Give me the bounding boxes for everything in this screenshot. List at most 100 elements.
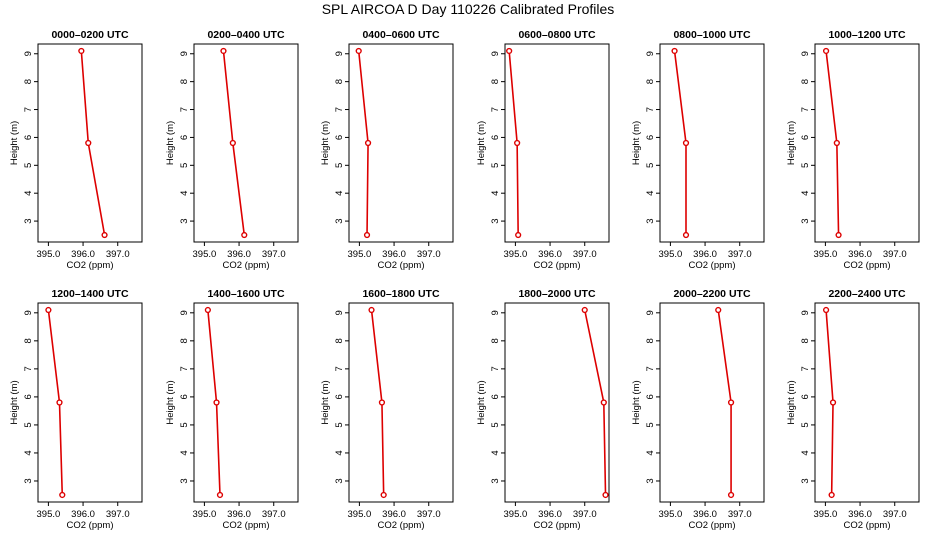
x-tick-label: 395.0 bbox=[504, 509, 528, 520]
y-tick-label: 7 bbox=[334, 366, 345, 371]
x-axis-label: CO2 (ppm) bbox=[534, 260, 581, 271]
y-tick-label: 8 bbox=[800, 338, 811, 343]
x-tick-label: 397.0 bbox=[573, 249, 597, 260]
x-tick-label: 397.0 bbox=[262, 249, 286, 260]
y-tick-label: 5 bbox=[334, 422, 345, 427]
y-tick-label: 7 bbox=[490, 107, 501, 112]
panel-title: 0600–0800 UTC bbox=[518, 29, 595, 41]
y-axis-label: Height (m) bbox=[165, 380, 176, 424]
plot-frame bbox=[348, 302, 454, 503]
x-tick-label: 397.0 bbox=[883, 509, 907, 520]
x-tick-label: 396.0 bbox=[848, 249, 872, 260]
y-tick-label: 5 bbox=[179, 163, 190, 168]
profile-point bbox=[78, 47, 85, 55]
x-axis-label: CO2 (ppm) bbox=[844, 520, 891, 531]
x-tick-label: 395.0 bbox=[37, 249, 61, 260]
profile-point bbox=[101, 231, 108, 239]
page-title: SPL AIRCOA D Day 110226 Calibrated Profi… bbox=[321, 1, 615, 17]
profile-point bbox=[506, 47, 513, 55]
plot-frame bbox=[193, 43, 299, 243]
profile-point bbox=[727, 399, 735, 406]
profile-point bbox=[216, 491, 224, 499]
profile-point bbox=[229, 139, 236, 147]
profile-point bbox=[220, 47, 227, 55]
panel-title: 1800–2000 UTC bbox=[518, 288, 595, 300]
y-tick-label: 4 bbox=[490, 450, 501, 455]
y-tick-label: 5 bbox=[800, 163, 811, 168]
y-tick-label: 3 bbox=[490, 218, 501, 223]
y-tick-label: 7 bbox=[645, 107, 656, 112]
profile-point bbox=[514, 139, 521, 147]
y-tick-label: 4 bbox=[179, 450, 190, 455]
x-axis-label: CO2 (ppm) bbox=[689, 520, 736, 531]
y-tick-label: 5 bbox=[179, 422, 190, 427]
panel-title: 0000–0200 UTC bbox=[51, 29, 128, 41]
x-axis-label: CO2 (ppm) bbox=[67, 260, 114, 271]
profile-point bbox=[364, 139, 372, 147]
y-tick-label: 4 bbox=[800, 450, 811, 455]
x-axis-label: CO2 (ppm) bbox=[844, 260, 891, 271]
profile-point bbox=[59, 491, 66, 499]
x-tick-label: 396.0 bbox=[71, 509, 95, 520]
y-tick-label: 9 bbox=[334, 310, 345, 315]
profile-point bbox=[828, 491, 835, 499]
profile-point bbox=[822, 306, 830, 314]
y-tick-label: 8 bbox=[490, 79, 501, 84]
x-tick-label: 397.0 bbox=[106, 509, 130, 520]
y-tick-label: 5 bbox=[334, 163, 345, 168]
profile-point bbox=[835, 231, 842, 239]
y-axis-label: Height (m) bbox=[320, 121, 331, 165]
y-tick-label: 4 bbox=[490, 191, 501, 196]
y-tick-label: 9 bbox=[800, 51, 811, 56]
x-tick-label: 396.0 bbox=[693, 249, 717, 260]
profile-point bbox=[204, 306, 211, 314]
x-tick-label: 396.0 bbox=[848, 509, 872, 520]
y-tick-label: 8 bbox=[645, 79, 656, 84]
profile-point bbox=[829, 399, 837, 406]
x-tick-label: 395.0 bbox=[348, 509, 372, 520]
panel-title: 1000–1200 UTC bbox=[828, 29, 905, 41]
y-tick-label: 9 bbox=[179, 310, 190, 315]
x-tick-label: 396.0 bbox=[227, 249, 251, 260]
x-tick-label: 397.0 bbox=[417, 509, 441, 520]
y-tick-label: 8 bbox=[179, 338, 190, 343]
y-tick-label: 9 bbox=[800, 310, 811, 315]
panel-title: 2000–2200 UTC bbox=[673, 288, 750, 300]
y-tick-label: 8 bbox=[800, 79, 811, 84]
y-axis-label: Height (m) bbox=[786, 380, 797, 424]
y-tick-label: 4 bbox=[179, 191, 190, 196]
y-tick-label: 6 bbox=[645, 394, 656, 399]
y-tick-label: 9 bbox=[334, 51, 345, 56]
y-tick-label: 4 bbox=[23, 450, 34, 455]
y-tick-label: 4 bbox=[334, 191, 345, 196]
y-tick-label: 3 bbox=[800, 218, 811, 223]
y-tick-label: 4 bbox=[645, 191, 656, 196]
panel-title: 0400–0600 UTC bbox=[362, 29, 439, 41]
x-axis-label: CO2 (ppm) bbox=[378, 260, 425, 271]
y-tick-label: 5 bbox=[23, 163, 34, 168]
x-tick-label: 395.0 bbox=[193, 509, 217, 520]
y-tick-label: 8 bbox=[23, 79, 34, 84]
y-tick-label: 6 bbox=[179, 135, 190, 140]
plot-frame bbox=[504, 43, 610, 243]
profile-point bbox=[368, 306, 375, 314]
x-tick-label: 395.0 bbox=[814, 509, 838, 520]
plot-frame bbox=[348, 43, 454, 243]
profile-point bbox=[45, 306, 52, 314]
y-tick-label: 9 bbox=[23, 51, 34, 56]
y-tick-label: 9 bbox=[23, 310, 34, 315]
y-tick-label: 8 bbox=[23, 338, 34, 343]
x-tick-label: 395.0 bbox=[37, 509, 61, 520]
x-tick-label: 396.0 bbox=[382, 509, 406, 520]
y-axis-label: Height (m) bbox=[786, 121, 797, 165]
y-tick-label: 4 bbox=[645, 450, 656, 455]
y-tick-label: 3 bbox=[23, 478, 34, 483]
y-tick-label: 3 bbox=[490, 478, 501, 483]
x-axis-label: CO2 (ppm) bbox=[378, 520, 425, 531]
x-tick-label: 396.0 bbox=[71, 249, 95, 260]
y-tick-label: 3 bbox=[645, 218, 656, 223]
y-tick-label: 3 bbox=[334, 478, 345, 483]
y-tick-label: 9 bbox=[645, 310, 656, 315]
y-tick-label: 3 bbox=[800, 478, 811, 483]
